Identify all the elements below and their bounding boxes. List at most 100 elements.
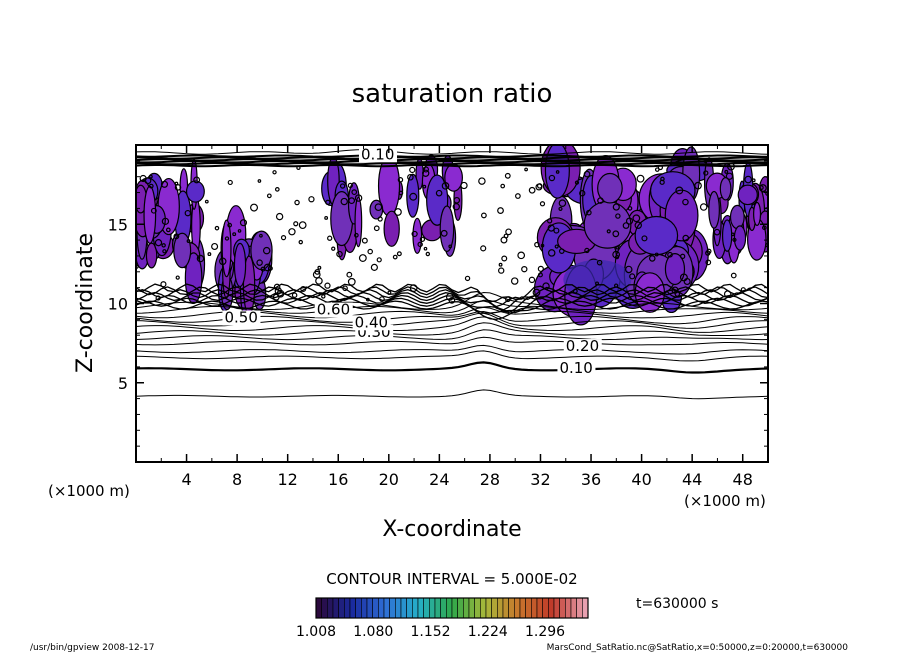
contour-speckle bbox=[155, 295, 161, 301]
contour-speckle bbox=[440, 229, 448, 237]
z-unit-label: (×1000 m) bbox=[684, 492, 766, 510]
contour-speckle bbox=[336, 250, 343, 258]
contour-speckle bbox=[409, 192, 418, 201]
contour-speckle bbox=[327, 235, 333, 241]
color-scale-swatch bbox=[474, 597, 481, 619]
color-scale-swatch bbox=[321, 597, 328, 619]
contour-speckle bbox=[740, 287, 746, 293]
x-axis-label: X-coordinate bbox=[382, 517, 521, 542]
contour-speckle bbox=[537, 272, 543, 278]
color-scale-swatch bbox=[463, 597, 470, 619]
color-scale-swatch bbox=[412, 597, 419, 619]
contour-speckle bbox=[758, 184, 767, 192]
contour-speckle bbox=[273, 283, 281, 291]
contour-lines bbox=[136, 149, 768, 400]
contour-speckle bbox=[725, 172, 734, 180]
contour-speckle bbox=[539, 201, 546, 207]
contour-line-top bbox=[136, 154, 768, 158]
contour-speckle bbox=[154, 239, 163, 247]
contour-speckle bbox=[667, 251, 673, 258]
supersaturated-core bbox=[563, 259, 632, 300]
contour-label: 0.60 bbox=[317, 301, 350, 319]
contour-speckle bbox=[724, 169, 729, 174]
contour-speckle bbox=[184, 209, 191, 217]
y-tick-label: 5 bbox=[118, 374, 128, 393]
contour-speckle bbox=[288, 228, 296, 236]
x-tick-label: 20 bbox=[379, 470, 399, 489]
contour-speckle bbox=[214, 225, 220, 231]
x-tick-label: 32 bbox=[530, 470, 550, 489]
contour-line-base bbox=[136, 300, 768, 321]
contour-speckle bbox=[612, 203, 620, 211]
color-scale-swatch bbox=[395, 597, 402, 619]
contour-speckle bbox=[762, 225, 767, 231]
color-scale-swatch bbox=[536, 597, 543, 619]
color-scale-swatch bbox=[480, 597, 487, 619]
contour-speckle bbox=[699, 203, 708, 211]
supersaturated-blob bbox=[354, 196, 363, 248]
contour-speckle bbox=[325, 199, 331, 205]
contour-speckle bbox=[422, 169, 430, 177]
color-scale bbox=[315, 597, 589, 619]
color-scale-swatch bbox=[389, 597, 396, 619]
contour-speckle bbox=[654, 252, 659, 257]
contour-speckle bbox=[683, 277, 691, 286]
contour-speckle bbox=[558, 206, 563, 211]
color-scale-swatch bbox=[468, 597, 475, 619]
contour-speckle bbox=[654, 167, 660, 172]
supersaturated-blob bbox=[221, 219, 232, 278]
color-scale-swatch bbox=[502, 597, 509, 619]
supersaturated-blob bbox=[719, 177, 732, 201]
color-scale-swatch bbox=[485, 597, 492, 619]
contour-speckle bbox=[574, 180, 580, 185]
color-scale-swatch bbox=[440, 597, 447, 619]
contour-speckle bbox=[294, 199, 300, 206]
contour-speckle bbox=[298, 221, 307, 230]
footer-left: /usr/bin/gpview 2008-12-17 bbox=[30, 643, 154, 653]
contour-speckle bbox=[274, 187, 280, 192]
x-tick-label: 44 bbox=[682, 470, 702, 489]
contour-label: 0.10 bbox=[361, 145, 394, 163]
contour-speckle bbox=[453, 196, 461, 204]
x-axis-ticks: 4 8 12 16 20 24 28 32 36 40 44 48 bbox=[160, 145, 753, 489]
contour-speckle bbox=[387, 290, 392, 295]
color-scale-label: 1.296 bbox=[525, 624, 565, 640]
contour-speckle bbox=[376, 257, 382, 263]
contour-speckle bbox=[425, 251, 431, 257]
contour-speckle bbox=[547, 224, 555, 232]
contour-speckle bbox=[452, 203, 460, 211]
x-tick-label: 16 bbox=[328, 470, 348, 489]
color-scale-swatch bbox=[514, 597, 521, 619]
contour-speckle bbox=[614, 255, 620, 260]
contour-speckle bbox=[250, 203, 259, 212]
color-scale-label: 1.008 bbox=[296, 624, 336, 640]
contour-speckle bbox=[347, 277, 356, 286]
contour-speckle bbox=[160, 180, 169, 188]
contour-line-top bbox=[136, 158, 768, 162]
contour-speckle bbox=[694, 181, 702, 190]
color-scale-swatch bbox=[315, 597, 322, 619]
contour-speckle bbox=[730, 272, 737, 279]
contour-speckle bbox=[396, 251, 402, 257]
contour-speckle bbox=[504, 172, 511, 179]
contour-speckle bbox=[627, 206, 633, 211]
contour-speckle bbox=[324, 216, 329, 220]
supersaturated-blob bbox=[439, 205, 455, 253]
contour-speckle bbox=[239, 219, 248, 227]
contour-speckle bbox=[497, 207, 504, 214]
contour-speckle bbox=[723, 290, 732, 298]
color-scale-swatch bbox=[406, 597, 413, 619]
color-scale-swatch bbox=[378, 597, 385, 619]
contour-speckle bbox=[148, 183, 154, 189]
contour-speckle bbox=[296, 165, 301, 170]
contour-label: 0.20 bbox=[566, 337, 599, 355]
contour-speckle bbox=[354, 232, 359, 238]
color-scale-swatch bbox=[570, 597, 577, 619]
color-scale-swatch bbox=[525, 597, 532, 619]
color-scale-swatch bbox=[434, 597, 441, 619]
contour-speckle bbox=[373, 225, 380, 232]
contour-speckle bbox=[641, 235, 648, 242]
supersaturated-blob bbox=[185, 180, 205, 203]
contour-speckle bbox=[161, 217, 170, 226]
